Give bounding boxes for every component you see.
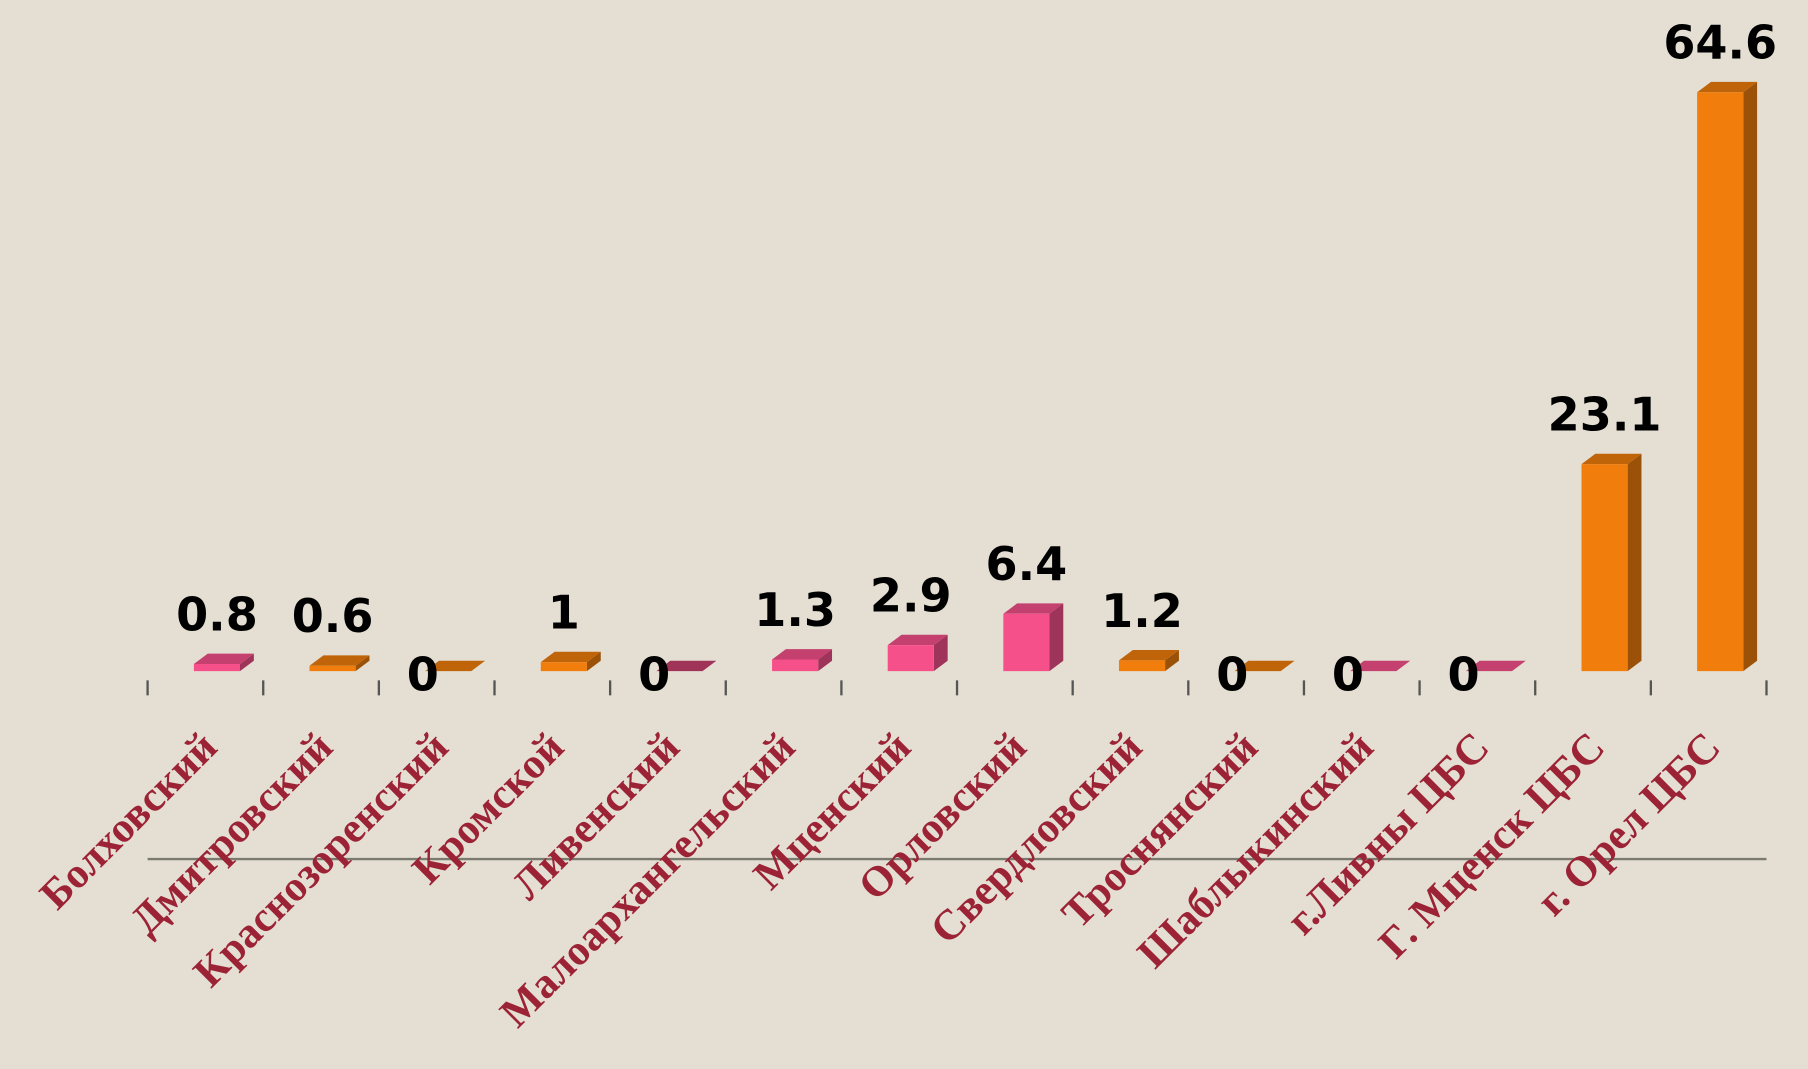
bar-top	[1118, 650, 1179, 661]
bar-side	[1049, 603, 1064, 672]
bar-top	[425, 660, 486, 672]
bar-side	[1627, 453, 1642, 672]
value-label: 0	[1448, 648, 1480, 702]
value-label: 23.1	[1548, 388, 1662, 442]
bar-top	[1465, 660, 1526, 672]
bar-side	[933, 634, 948, 672]
value-label: 0	[1216, 648, 1248, 702]
bar-side	[1165, 650, 1179, 672]
bar	[1118, 660, 1166, 672]
bar-top	[1234, 660, 1295, 672]
bar	[1581, 464, 1628, 672]
value-label: 2.9	[870, 569, 952, 623]
value-label: 64.6	[1663, 16, 1777, 70]
bar-side	[586, 651, 601, 672]
value-label: 1	[548, 586, 580, 640]
bar	[309, 665, 356, 672]
value-label: 1.2	[1101, 584, 1183, 638]
value-label: 0	[407, 648, 439, 702]
bar-top	[1581, 453, 1642, 465]
bar	[1003, 613, 1050, 672]
bar-top	[1350, 660, 1411, 672]
bar-top	[1697, 81, 1758, 93]
bar-side	[240, 653, 254, 672]
value-label: 0.6	[292, 589, 374, 643]
bar-top	[887, 634, 948, 646]
bar-side	[355, 655, 370, 672]
bar	[1697, 92, 1744, 672]
bar	[887, 645, 934, 672]
bar-side	[818, 649, 833, 672]
bar-top	[309, 655, 370, 666]
bar-top	[193, 653, 254, 664]
value-label: 0	[638, 648, 670, 702]
bar	[193, 663, 241, 672]
value-label: 6.4	[986, 537, 1068, 591]
bar-top	[656, 660, 717, 672]
bar-top	[772, 649, 833, 660]
value-label: 0.8	[176, 587, 258, 641]
bar-side	[1743, 81, 1758, 672]
value-label: 0	[1332, 648, 1364, 702]
bar	[540, 662, 587, 672]
bar-top	[1003, 603, 1064, 614]
bar	[772, 659, 819, 672]
value-label: 1.3	[754, 583, 836, 637]
bar-top	[540, 651, 601, 663]
